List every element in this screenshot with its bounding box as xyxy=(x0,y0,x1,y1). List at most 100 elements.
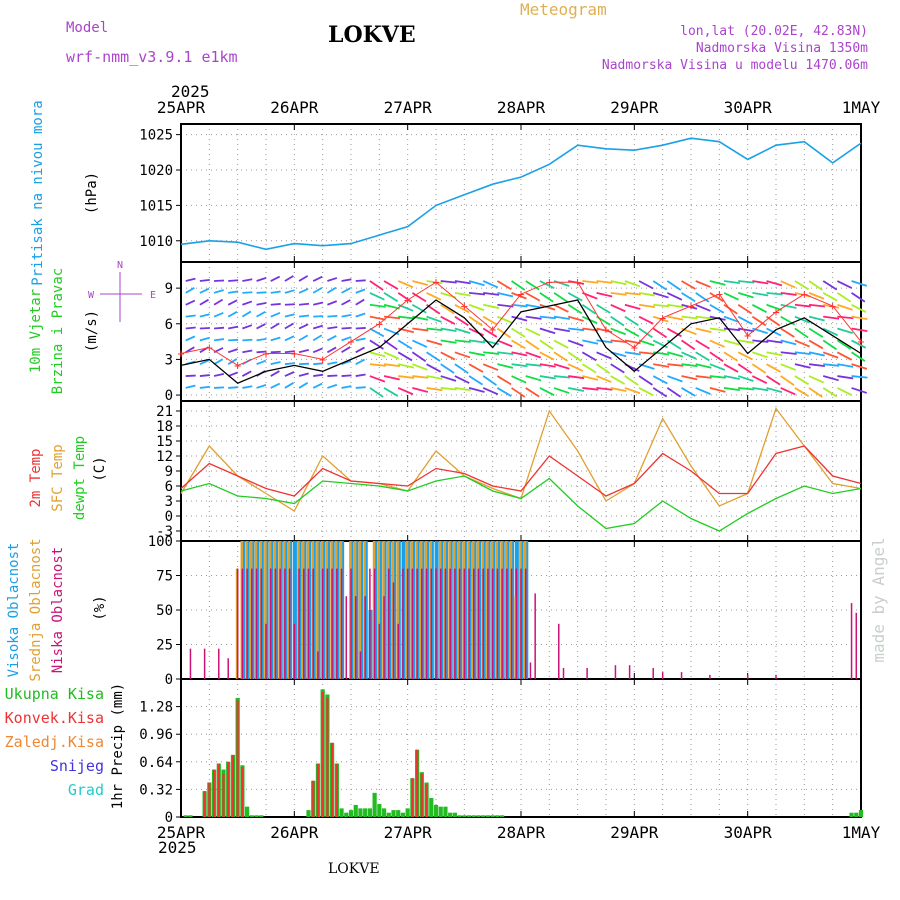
wind-arrow xyxy=(412,280,429,286)
wind-arrow xyxy=(582,375,599,381)
wind-arrow xyxy=(298,275,309,282)
cloud-bar xyxy=(255,568,258,679)
wind-arrow xyxy=(440,280,457,284)
wind-arrow xyxy=(454,327,471,334)
wind-arrow xyxy=(242,278,253,282)
precip-bar xyxy=(231,754,235,817)
station-bottom-label: LOKVE xyxy=(328,861,380,877)
cloud-mid-ylabel: Srednja Oblacnost xyxy=(28,538,44,681)
wind-arrow xyxy=(695,327,712,333)
wind-arrow xyxy=(369,303,386,308)
wind-arrow xyxy=(553,292,568,303)
cloud-bar xyxy=(534,593,536,679)
wind-arrow xyxy=(270,382,281,389)
wind-arrow xyxy=(822,375,839,382)
wind-gust-marker: + xyxy=(177,346,184,360)
wind-arrow xyxy=(369,351,386,358)
wind-arrow xyxy=(454,351,471,359)
wind-arrow xyxy=(525,280,540,291)
cloud-bar xyxy=(260,568,263,679)
wind-arrow xyxy=(723,375,740,380)
wind-arrow xyxy=(312,324,324,330)
wind-arrow xyxy=(638,280,654,290)
precip-bar xyxy=(227,761,230,817)
wind-arrow xyxy=(766,280,783,287)
wind-arrow xyxy=(766,375,781,386)
precip-bar xyxy=(316,763,320,817)
temperature-ytick-label: 6 xyxy=(165,479,173,495)
precip-bar xyxy=(348,810,354,817)
wind-arrow xyxy=(355,386,366,389)
temperature-ytick-label: 3 xyxy=(165,494,173,510)
precip-bar xyxy=(245,806,250,817)
wind-arrow xyxy=(610,375,626,385)
precip-bar xyxy=(849,812,854,817)
wind-arrow xyxy=(822,280,838,291)
wind-arrow xyxy=(298,302,310,306)
wind-arrow xyxy=(199,298,209,306)
wind-arrow xyxy=(270,275,281,282)
wind-arrow xyxy=(482,280,499,289)
wind-arrow xyxy=(383,292,399,303)
precip-bar xyxy=(490,815,495,817)
wind-arrow xyxy=(681,339,696,351)
wind-arrow xyxy=(369,387,384,398)
wind-arrow xyxy=(468,291,486,296)
wind-arrow xyxy=(652,387,668,398)
wind-arrow xyxy=(624,375,639,386)
wind-arrow xyxy=(185,326,196,330)
cloud-bar xyxy=(316,541,319,679)
wind-arrow xyxy=(709,387,726,393)
wind-arrow xyxy=(539,327,556,335)
wind-arrow xyxy=(780,327,795,338)
wind-arrow xyxy=(185,299,196,306)
wind-arrow xyxy=(511,292,527,300)
compass-north: N xyxy=(117,260,123,271)
wind-arrow xyxy=(426,292,442,301)
wind-arrow xyxy=(298,348,309,354)
wind-arrow xyxy=(398,315,415,320)
wind-arrow xyxy=(199,359,210,365)
wind-arrow xyxy=(808,339,824,350)
wind-arrow xyxy=(723,363,739,373)
wind-arrow xyxy=(214,279,225,282)
precip-bar xyxy=(485,815,491,817)
wind-arrow xyxy=(511,339,526,350)
wind-arrow xyxy=(582,280,599,284)
wind-arrow xyxy=(327,361,338,366)
wind-arrow xyxy=(539,387,555,397)
wind-arrow xyxy=(426,351,441,362)
wind-arrow xyxy=(454,315,469,327)
wind-arrow xyxy=(610,280,627,286)
wind-arrow xyxy=(780,280,796,289)
wind-arrow xyxy=(199,336,210,342)
wind-arrow xyxy=(355,346,365,354)
precip-bar xyxy=(495,815,500,817)
wind-arrow xyxy=(822,387,838,398)
wind-arrow xyxy=(568,387,585,392)
pressure-ylabel: Pritisak na nivou mora xyxy=(30,100,46,285)
precip-bar xyxy=(363,808,368,817)
precip-bar xyxy=(335,763,338,817)
cloud-bar xyxy=(652,667,654,679)
dewpt-ylabel: dewpt Temp xyxy=(72,436,88,520)
precip-bar xyxy=(443,806,448,817)
wind-gust-marker: + xyxy=(744,329,751,343)
wind-arrow xyxy=(822,292,838,302)
wind-arrow xyxy=(369,315,386,321)
wind-arrow xyxy=(737,363,753,374)
wind-gust-marker: + xyxy=(291,346,298,360)
wind-arrow xyxy=(270,336,281,342)
wind-arrow xyxy=(808,351,825,357)
wind-arrow xyxy=(468,387,485,393)
cloud-bar xyxy=(227,658,229,679)
wind-arrow xyxy=(327,314,338,318)
wind-arrow xyxy=(312,347,323,354)
wind-arrow xyxy=(709,351,724,363)
precip-bar xyxy=(476,815,481,817)
cloud-bar xyxy=(350,568,352,679)
cloud-bar xyxy=(396,541,399,679)
wind-arrow xyxy=(539,303,556,311)
cloud-bar xyxy=(189,648,192,679)
wind-arrow xyxy=(851,315,868,320)
